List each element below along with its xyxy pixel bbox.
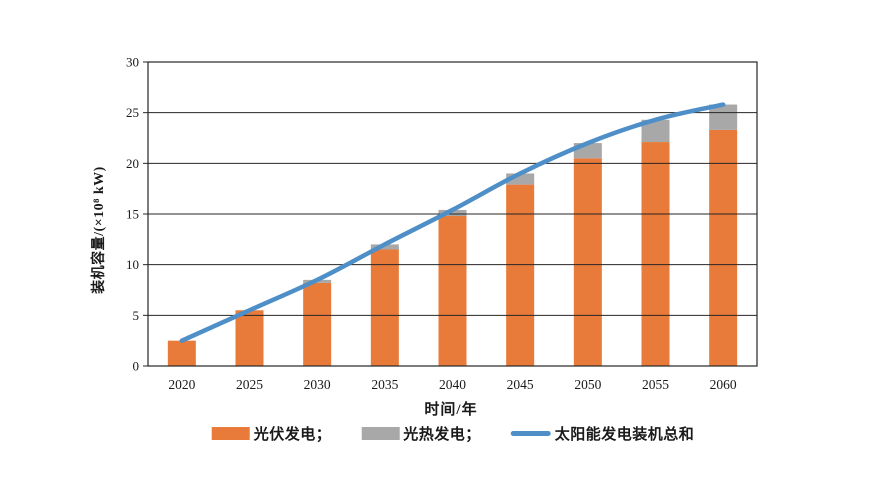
x-tick-label-2030: 2030 xyxy=(304,377,331,392)
legend-item-csp: 光热发电； xyxy=(361,423,481,444)
y-tick-label-5: 5 xyxy=(133,308,140,323)
bar-pv-2045 xyxy=(506,184,535,366)
y-tick-label-0: 0 xyxy=(133,359,140,374)
x-axis-title: 时间/年 xyxy=(424,402,478,418)
x-tick-label-2060: 2060 xyxy=(710,377,737,392)
x-tick-label-2025: 2025 xyxy=(236,377,263,392)
y-tick-label-15: 15 xyxy=(126,207,139,222)
legend-item-total: 太阳能发电装机总和 xyxy=(510,423,695,444)
legend-label-total: 太阳能发电装机总和 xyxy=(554,427,695,443)
total-line xyxy=(179,102,726,343)
y-tick-label-10: 10 xyxy=(126,257,139,272)
bar-pv-2030 xyxy=(303,282,332,366)
x-tick-label-2050: 2050 xyxy=(574,377,601,392)
bar-csp-2055 xyxy=(641,119,670,143)
bar-pv-2050 xyxy=(573,158,602,366)
y-axis-title: 装机容量/(×10⁸ kW) xyxy=(92,166,107,294)
bar-pv-2025 xyxy=(235,310,264,366)
bar-csp-2035 xyxy=(370,244,399,250)
bar-pv-2020 xyxy=(167,340,196,366)
bar-csp-2045 xyxy=(506,173,535,185)
bar-pv-2060 xyxy=(709,129,738,366)
plot-border xyxy=(147,61,758,367)
total-line-swatch xyxy=(510,431,551,436)
x-axis-labels: 2020 2025 2030 2035 2040 2045 2050 2055 2060 xyxy=(168,377,737,392)
y-tick-label-30: 30 xyxy=(126,55,139,70)
legend-item-pv: 光伏发电； xyxy=(211,423,332,444)
x-tick-label-2040: 2040 xyxy=(439,377,466,392)
y-tick-label-25: 25 xyxy=(126,105,139,120)
legend: 光伏发电； 光热发电； 太阳能发电装机总和 xyxy=(211,423,695,444)
x-tick-label-2035: 2035 xyxy=(371,377,398,392)
legend-label-csp: 光热发电； xyxy=(403,427,481,443)
bar-pv-2040 xyxy=(438,216,467,366)
pv-bar-swatch xyxy=(211,427,250,440)
x-tick-label-2020: 2020 xyxy=(168,377,195,392)
bar-csp-2040 xyxy=(438,209,467,217)
bar-pv-2035 xyxy=(370,249,399,366)
x-tick-label-2045: 2045 xyxy=(507,377,534,392)
axes-grid: 0 5 10 15 20 25 30 xyxy=(126,55,758,374)
bars xyxy=(167,104,738,366)
x-tick-label-2055: 2055 xyxy=(642,377,669,392)
y-tick-label-20: 20 xyxy=(126,156,139,171)
bar-pv-2055 xyxy=(641,142,670,366)
legend-label-pv: 光伏发电； xyxy=(253,427,332,443)
csp-bar-swatch xyxy=(361,427,400,440)
